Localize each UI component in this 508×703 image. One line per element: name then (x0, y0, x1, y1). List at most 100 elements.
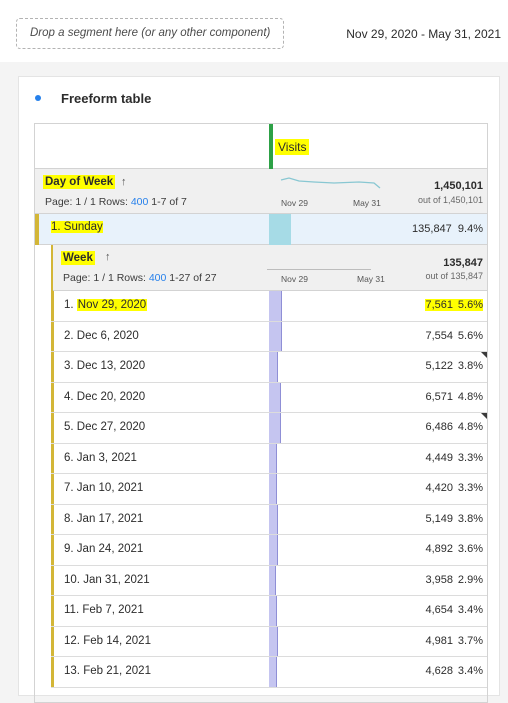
row-label[interactable]: 4. Dec 20, 2020 (64, 391, 145, 403)
week-rows: 1. Nov 29, 2020 7,561 5.6% 2. Dec 6, 2020 7,… (51, 291, 487, 688)
sub-dimension-title[interactable]: Week (61, 251, 95, 265)
page-label: Page: 1 / 1 Rows: (45, 196, 128, 208)
row-marker (51, 626, 54, 656)
row-bar (269, 214, 291, 245)
table-row[interactable]: 4. Dec 20, 2020 6,571 4.8% (51, 382, 487, 413)
row-marker (51, 291, 54, 321)
row-date: Dec 27, 2020 (76, 421, 146, 433)
row-date: Nov 29, 2020 (76, 299, 148, 311)
row-count: 4,654 (425, 604, 453, 616)
row-label[interactable]: 5. Dec 27, 2020 (64, 421, 145, 433)
row-count: 4,449 (425, 451, 453, 464)
table-row[interactable]: 13. Feb 21, 2021 4,628 3.4% (51, 657, 487, 688)
row-value: 5,149 3.8% (425, 513, 483, 525)
anomaly-flag-icon[interactable] (481, 352, 487, 360)
table-row[interactable]: 7. Jan 10, 2021 4,420 3.3% (51, 474, 487, 505)
table-row[interactable]: 9. Jan 24, 2021 4,892 3.6% (51, 535, 487, 566)
row-label[interactable]: 6. Jan 3, 2021 (64, 452, 137, 464)
table-row[interactable]: 5. Dec 27, 2020 6,486 4.8% (51, 413, 487, 444)
row-value: 3,958 2.9% (425, 574, 483, 586)
metric-column-header[interactable]: Visits (35, 124, 487, 169)
row-bar (269, 443, 277, 473)
panel-title[interactable]: Freeform table (61, 91, 152, 106)
visits-column-label[interactable]: Visits (275, 139, 310, 155)
row-label[interactable]: 3. Dec 13, 2020 (64, 360, 145, 372)
sort-arrow-icon[interactable]: ↑ (105, 251, 111, 263)
row-marker (51, 565, 54, 595)
table-row-expanded[interactable]: 1. Sunday 135,847 9.4% (35, 214, 487, 245)
row-count: 7,561 (425, 299, 453, 311)
row-number: 6. (64, 451, 77, 464)
row-label[interactable]: 8. Jan 17, 2021 (64, 513, 143, 525)
rows-per-page-select[interactable]: 400 (148, 272, 167, 284)
row-count: 7,554 (425, 329, 453, 342)
row-label[interactable]: 1. Nov 29, 2020 (64, 299, 148, 311)
row-bar (269, 565, 276, 595)
row-bar (269, 291, 282, 321)
sub-dimension-total-sub: out of 135,847 (425, 271, 483, 281)
row-date: Feb 21, 2021 (83, 665, 151, 677)
row-label[interactable]: 7. Jan 10, 2021 (64, 482, 143, 494)
row-date: Dec 20, 2020 (76, 390, 146, 403)
row-percent: 5.6% (457, 329, 483, 342)
row-value: 6,571 4.8% (425, 391, 483, 403)
row-value: 4,628 3.4% (425, 665, 483, 677)
table-row[interactable]: 2. Dec 6, 2020 7,554 5.6% (51, 321, 487, 352)
row-percent: 2.9% (457, 573, 483, 586)
rows-per-page-select[interactable]: 400 (130, 196, 149, 208)
row-bar (269, 474, 277, 504)
row-label[interactable]: 1. Sunday (51, 221, 103, 233)
row-percent: 3.8% (457, 360, 483, 372)
row-date: Feb 14, 2021 (83, 634, 151, 647)
row-value: 7,561 5.6% (425, 299, 483, 311)
table-row[interactable]: 8. Jan 17, 2021 5,149 3.8% (51, 504, 487, 535)
table-row[interactable]: 12. Feb 14, 2021 4,981 3.7% (51, 626, 487, 657)
pagination-info: Page: 1 / 1 Rows: 400 1-27 of 27 (63, 272, 217, 284)
sort-arrow-icon[interactable]: ↑ (121, 176, 127, 188)
table-row[interactable]: 6. Jan 3, 2021 4,449 3.3% (51, 443, 487, 474)
row-count: 4,892 (425, 543, 453, 555)
row-percent: 3.4% (457, 665, 483, 677)
row-label[interactable]: 12. Feb 14, 2021 (64, 635, 151, 647)
row-value: 6,486 4.8% (425, 421, 483, 433)
row-label[interactable]: 11. Feb 7, 2021 (64, 604, 144, 616)
row-bar (269, 321, 282, 351)
row-percent: 3.6% (457, 543, 483, 555)
row-value: 135,847 9.4% (412, 223, 483, 235)
row-number: 10. (64, 573, 84, 586)
row-bar (269, 413, 281, 443)
row-percent: 3.4% (457, 604, 483, 616)
row-label[interactable]: 10. Jan 31, 2021 (64, 574, 150, 586)
sparkline-start-label: Nov 29 (281, 274, 308, 284)
row-count: 135,847 (412, 223, 452, 235)
row-count: 3,958 (425, 573, 453, 586)
table-row[interactable]: 1. Nov 29, 2020 7,561 5.6% (51, 291, 487, 322)
sparkline-baseline (267, 269, 371, 270)
row-number: 11. (64, 604, 83, 616)
row-label[interactable]: 9. Jan 24, 2021 (64, 543, 143, 555)
table-row[interactable]: 10. Jan 31, 2021 3,958 2.9% (51, 565, 487, 596)
row-number: 13. (64, 665, 84, 677)
segment-drop-zone[interactable]: Drop a segment here (or any other compon… (16, 18, 284, 49)
dimension-title[interactable]: Day of Week (43, 175, 116, 189)
row-count: 6,486 (425, 421, 453, 433)
table-row[interactable]: 3. Dec 13, 2020 5,122 3.8% (51, 352, 487, 383)
date-range-picker[interactable]: Nov 29, 2020 - May 31, 2021 (346, 27, 501, 41)
metric-drag-handle[interactable] (269, 124, 273, 169)
row-count: 5,122 (425, 360, 453, 372)
row-value: 4,654 3.4% (425, 604, 483, 616)
table-row[interactable]: 11. Feb 7, 2021 4,654 3.4% (51, 596, 487, 627)
row-marker (51, 504, 54, 534)
row-percent: 4.8% (457, 390, 483, 403)
row-label[interactable]: 13. Feb 21, 2021 (64, 665, 151, 677)
row-label[interactable]: 2. Dec 6, 2020 (64, 330, 139, 342)
row-number: 1. (64, 299, 77, 311)
row-value: 4,449 3.3% (425, 452, 483, 464)
row-marker (51, 443, 54, 473)
anomaly-flag-icon[interactable] (481, 413, 487, 421)
row-marker (51, 321, 54, 351)
row-number: 12. (64, 634, 84, 647)
row-date: Feb 7, 2021 (82, 604, 144, 616)
panel-status-dot-icon (35, 95, 41, 101)
row-value: 4,981 3.7% (425, 635, 483, 647)
